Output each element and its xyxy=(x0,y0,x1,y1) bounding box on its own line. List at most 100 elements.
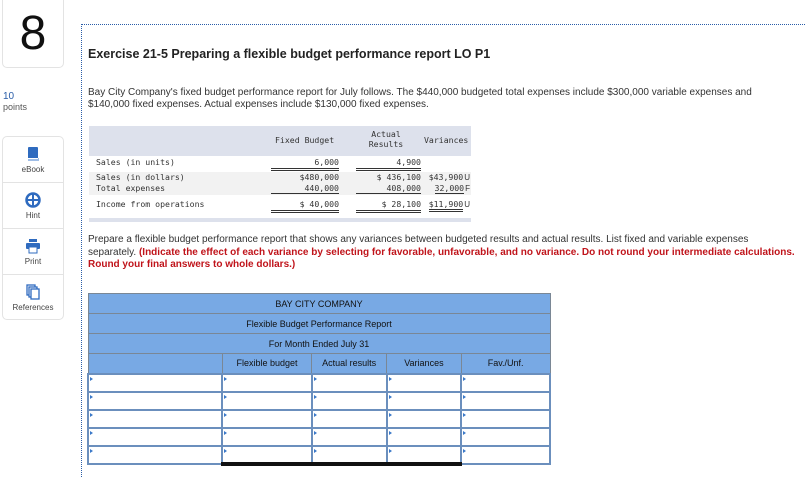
table-row: Income from operations $ 40,000 $ 28,100… xyxy=(89,197,471,213)
col-header-flexible-budget: Flexible budget xyxy=(221,353,313,374)
flexible-budget-input[interactable] xyxy=(223,428,311,445)
lifebuoy-icon xyxy=(25,191,41,208)
report-input-row xyxy=(86,408,551,429)
variance-input-cell[interactable] xyxy=(385,444,463,466)
book-icon xyxy=(28,146,39,161)
question-content: Exercise 21-5 Preparing a flexible budge… xyxy=(81,24,805,477)
flexible-budget-report-table: BAY CITY COMPANY Flexible Budget Perform… xyxy=(86,293,551,466)
instructions: Prepare a flexible budget performance re… xyxy=(88,234,798,272)
actual-value: 408,000 xyxy=(356,183,421,194)
references-button[interactable]: References xyxy=(3,275,63,321)
row-label: Income from operations xyxy=(96,199,205,209)
label-input[interactable] xyxy=(89,428,222,445)
actual-results-input[interactable] xyxy=(312,374,386,391)
variance-effect: U xyxy=(464,200,470,209)
flexible-budget-input-cell[interactable] xyxy=(221,390,313,411)
actual-results-input[interactable] xyxy=(312,392,386,409)
variance-input-cell[interactable] xyxy=(385,390,463,411)
fav-unf-input[interactable] xyxy=(462,410,549,427)
question-number: 8 xyxy=(2,0,64,68)
fav-unf-input[interactable] xyxy=(462,374,549,391)
fav-unf-input[interactable] xyxy=(462,428,549,445)
ebook-button[interactable]: eBook xyxy=(3,137,63,183)
actual-results-input-cell[interactable] xyxy=(310,426,388,447)
flexible-budget-input[interactable] xyxy=(223,392,311,409)
label-dropdown[interactable] xyxy=(86,372,224,393)
fav-unf-dropdown[interactable] xyxy=(460,408,551,429)
variance-input[interactable] xyxy=(387,410,461,427)
fav-unf-dropdown[interactable] xyxy=(460,390,551,411)
report-input-row xyxy=(86,444,551,466)
points-indicator: 10 points xyxy=(3,91,27,113)
label-input[interactable] xyxy=(89,446,222,463)
variance-effect: F xyxy=(465,184,470,193)
variance-input[interactable] xyxy=(387,374,461,391)
hint-label: Hint xyxy=(25,210,41,220)
col-header-fav-unf: Fav./Unf. xyxy=(460,353,551,374)
row-label: Sales (in units) xyxy=(96,157,175,167)
actual-results-input[interactable] xyxy=(312,446,386,462)
flexible-budget-input[interactable] xyxy=(223,374,311,391)
variance-input[interactable] xyxy=(387,392,461,409)
variance-effect: U xyxy=(464,173,470,182)
given-table-header: Fixed Budget Actual Results Variances xyxy=(89,126,471,156)
fixed-budget-report-table: Fixed Budget Actual Results Variances Sa… xyxy=(89,126,471,222)
fav-unf-input[interactable] xyxy=(462,446,549,463)
report-input-row xyxy=(86,372,551,393)
points-label: points xyxy=(3,102,28,112)
actual-results-input[interactable] xyxy=(312,428,386,445)
label-input[interactable] xyxy=(89,392,222,409)
flexible-budget-input[interactable] xyxy=(223,410,311,427)
actual-value: $ 436,100 xyxy=(376,172,421,182)
variance-input[interactable] xyxy=(387,428,461,445)
variance-value: 32,000F xyxy=(426,183,470,194)
label-dropdown[interactable] xyxy=(86,426,224,447)
label-dropdown[interactable] xyxy=(86,444,224,465)
printer-icon xyxy=(26,238,40,253)
variance-input-cell[interactable] xyxy=(385,408,463,429)
ebook-label: eBook xyxy=(21,164,45,174)
table-row: Total expenses 440,000 408,000 32,000F xyxy=(89,183,471,195)
variance-input-cell[interactable] xyxy=(385,372,463,393)
report-title: Flexible Budget Performance Report xyxy=(87,313,551,334)
fav-unf-dropdown[interactable] xyxy=(460,426,551,447)
actual-results-input-cell[interactable] xyxy=(310,408,388,429)
exercise-title: Exercise 21-5 Preparing a flexible budge… xyxy=(88,47,491,61)
flexible-budget-input-cell[interactable] xyxy=(221,408,313,429)
flexible-budget-input-cell[interactable] xyxy=(221,426,313,447)
label-dropdown[interactable] xyxy=(86,408,224,429)
flexible-budget-input-cell[interactable] xyxy=(221,444,313,466)
copy-pages-icon xyxy=(26,284,40,300)
references-label: References xyxy=(12,303,54,312)
row-label: Total expenses xyxy=(96,183,166,193)
fav-unf-dropdown[interactable] xyxy=(460,372,551,393)
flexible-budget-input-cell[interactable] xyxy=(221,372,313,393)
fav-unf-dropdown[interactable] xyxy=(460,444,551,465)
variance-input[interactable] xyxy=(387,446,461,462)
header-actual-line1: Actual xyxy=(371,129,401,139)
fixed-value: 6,000 xyxy=(271,157,339,171)
fav-unf-input[interactable] xyxy=(462,392,549,409)
label-dropdown[interactable] xyxy=(86,390,224,411)
report-period: For Month Ended July 31 xyxy=(87,333,551,354)
instructions-text: Prepare a flexible budget performance re… xyxy=(88,234,749,258)
label-input[interactable] xyxy=(89,410,222,427)
actual-results-input[interactable] xyxy=(312,410,386,427)
fixed-value: 440,000 xyxy=(271,183,339,194)
variance-input-cell[interactable] xyxy=(385,426,463,447)
actual-results-input-cell[interactable] xyxy=(310,444,388,466)
report-company: BAY CITY COMPANY xyxy=(87,293,551,314)
col-header-actual-results: Actual results xyxy=(311,353,388,374)
hint-button[interactable]: Hint xyxy=(3,183,63,229)
print-button[interactable]: Print xyxy=(3,229,63,275)
header-actual-line2: Results xyxy=(368,139,404,149)
col-header-label xyxy=(87,353,223,374)
label-input[interactable] xyxy=(89,374,222,391)
flexible-budget-input[interactable] xyxy=(223,446,311,462)
actual-results-input-cell[interactable] xyxy=(310,390,388,411)
actual-results-input-cell[interactable] xyxy=(310,372,388,393)
report-input-row xyxy=(86,426,551,447)
tools-panel: eBook Hint Print References xyxy=(2,136,64,320)
report-input-row xyxy=(86,390,551,411)
row-label: Sales (in dollars) xyxy=(96,172,185,182)
